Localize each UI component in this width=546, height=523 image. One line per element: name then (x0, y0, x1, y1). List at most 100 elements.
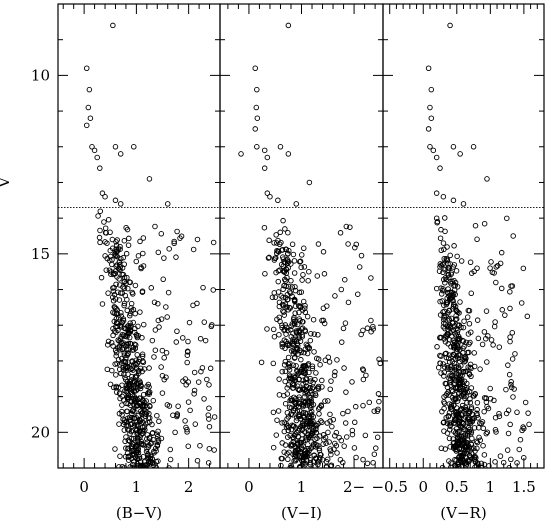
data-point (116, 315, 122, 321)
data-point (129, 289, 135, 296)
data-point (304, 350, 311, 357)
data-point (291, 314, 297, 321)
data-point (120, 271, 127, 278)
data-point (293, 417, 300, 424)
data-point (444, 331, 451, 337)
data-point (296, 387, 302, 394)
data-point (306, 421, 313, 427)
data-point (428, 86, 435, 93)
data-point (456, 419, 463, 426)
data-point (441, 320, 447, 326)
data-point (119, 331, 126, 338)
data-point (127, 340, 134, 347)
data-point (285, 265, 291, 271)
data-point (472, 448, 478, 454)
data-point (197, 442, 203, 449)
data-point (155, 437, 162, 443)
data-point (461, 343, 467, 350)
data-point (360, 456, 366, 463)
data-point (449, 387, 455, 394)
data-point (455, 333, 462, 340)
data-point (360, 376, 367, 383)
data-point (172, 429, 178, 436)
data-point (438, 370, 444, 376)
data-point (140, 359, 147, 366)
x-tick-label: 0.5 (445, 478, 469, 496)
data-point (439, 464, 446, 468)
y-tick-label: 20 (31, 423, 50, 441)
data-point (298, 439, 304, 446)
data-point (471, 268, 477, 275)
data-point (508, 379, 514, 385)
data-point (123, 434, 129, 440)
data-point (197, 335, 204, 342)
data-point (460, 201, 467, 207)
data-point (441, 314, 447, 321)
data-point (461, 358, 468, 365)
data-point (275, 197, 281, 204)
data-point (140, 441, 146, 448)
data-point (318, 418, 324, 424)
data-point (206, 405, 212, 411)
data-point (487, 385, 493, 392)
data-point (140, 424, 146, 431)
data-point (475, 335, 482, 342)
data-point (158, 364, 164, 370)
data-point (444, 366, 451, 372)
data-point (433, 190, 440, 196)
data-point (434, 218, 441, 225)
data-point (271, 240, 277, 246)
data-point (467, 447, 473, 454)
data-point (147, 415, 153, 421)
data-point (455, 344, 461, 350)
data-point (178, 233, 185, 239)
data-point (155, 317, 162, 324)
data-point (119, 463, 126, 468)
data-point (161, 255, 167, 261)
data-point (302, 450, 309, 457)
data-point (475, 465, 482, 468)
data-point (103, 230, 109, 236)
data-point (349, 431, 356, 438)
data-point (446, 435, 453, 442)
data-point (102, 225, 109, 231)
data-point (119, 360, 125, 367)
data-point (118, 370, 124, 377)
data-point (290, 397, 296, 404)
data-point (131, 388, 137, 395)
data-point (451, 402, 457, 408)
data-point (276, 376, 282, 382)
data-point (308, 432, 314, 439)
data-point (325, 398, 331, 404)
data-point (111, 310, 118, 316)
data-point (293, 401, 299, 407)
panel-vi: 0 1 2− (V−I) (219, 3, 384, 522)
data-point (112, 197, 119, 204)
data-point (290, 341, 297, 348)
data-point (520, 265, 527, 272)
data-point (519, 427, 525, 434)
data-point (483, 399, 490, 405)
data-point (327, 418, 333, 424)
data-point (295, 351, 301, 357)
data-point (433, 215, 440, 221)
data-point (126, 324, 132, 331)
data-point (125, 371, 131, 377)
data-point (273, 269, 279, 276)
data-point (329, 423, 335, 430)
data-point (444, 420, 451, 426)
data-point (443, 333, 450, 340)
data-point (479, 341, 486, 348)
data-point (508, 381, 514, 388)
data-point (311, 331, 318, 337)
data-point (123, 388, 130, 395)
data-point (138, 410, 145, 416)
data-point (282, 345, 288, 352)
data-point (282, 358, 289, 365)
data-point (356, 264, 363, 270)
data-point (271, 333, 278, 340)
data-point (300, 460, 306, 467)
data-point (275, 278, 282, 285)
data-point (440, 309, 446, 315)
data-point (133, 258, 140, 265)
